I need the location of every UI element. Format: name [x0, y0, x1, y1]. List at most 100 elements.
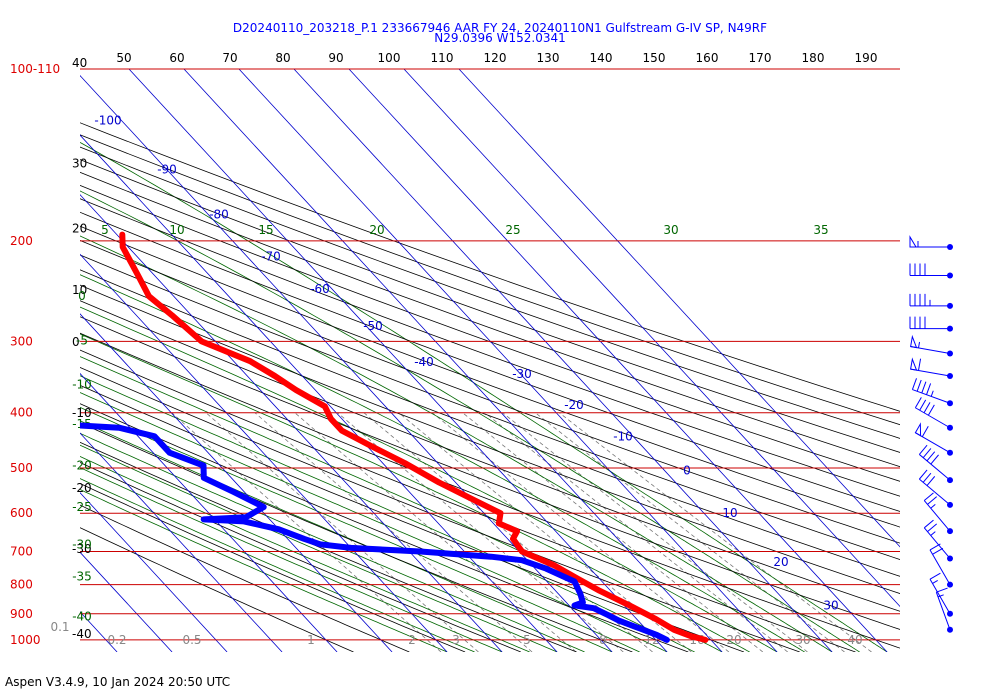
mixing-ratio-label: 40 [847, 633, 862, 647]
mixing-ratio-label: 0.2 [107, 633, 126, 647]
top-scale-label: 160 [696, 51, 719, 65]
top-scale-label: 70 [222, 51, 237, 65]
mixing-ratio-label: 8 [599, 633, 607, 647]
dry-adiabat-line [80, 134, 900, 426]
moist-adiabat-line [80, 478, 475, 652]
sounding-profiles [80, 231, 709, 643]
isotherm-line [80, 432, 283, 652]
top-scale-label: 120 [484, 51, 507, 65]
wind-barb [909, 316, 953, 332]
moist-adiabat-line [80, 420, 613, 652]
isotherms [0, 69, 900, 652]
wind-barb-half [932, 580, 938, 584]
height-label: -30 [72, 542, 92, 556]
moist-adiabat-label: 5 [101, 223, 109, 237]
wind-barb-full [926, 476, 936, 486]
isotherm-line [348, 69, 888, 652]
isotherm-line [80, 551, 173, 652]
dry-adiabat-line [80, 300, 900, 612]
dry-adiabat-line [80, 441, 577, 652]
mixing-ratio-line [171, 412, 442, 652]
dry-adiabat-line [80, 527, 354, 652]
isotherm-label: -100 [94, 113, 121, 127]
mixing-ratio-line [558, 412, 872, 652]
dry-adiabat-line [80, 332, 900, 649]
pressure-label: 100-110 [10, 62, 60, 76]
wind-barb-full [919, 399, 927, 411]
mixing-ratio-line [363, 412, 653, 652]
isotherm-line [128, 69, 668, 652]
dry-adiabat-line [80, 384, 745, 652]
wind-barb-staff [915, 432, 951, 454]
isotherm-line [0, 69, 62, 652]
isotherm-line [80, 134, 558, 652]
moist-adiabat-label: -20 [72, 459, 92, 473]
mixing-ratio-label: 1 [307, 633, 315, 647]
wind-barb-full [927, 404, 935, 416]
height-label: 40 [72, 56, 87, 70]
height-label: -10 [72, 406, 92, 420]
moist-adiabat-label: -35 [72, 570, 92, 584]
top-scale-label: 130 [537, 51, 560, 65]
isotherm-label: -80 [209, 208, 229, 222]
height-label: 10 [72, 283, 87, 297]
wind-barb-half [930, 531, 936, 536]
wind-barb-staff [919, 454, 951, 481]
moist-adiabat-line [80, 489, 448, 652]
mixing-ratio-label: 30 [795, 633, 810, 647]
moist-adiabat-line [80, 141, 888, 652]
wind-barb [935, 587, 953, 633]
dry-adiabat-line [80, 349, 856, 652]
wind-barb-half [930, 390, 934, 397]
wind-barb [909, 235, 953, 250]
wind-barb-full [927, 523, 938, 533]
isotherm-label: 30 [823, 598, 838, 612]
isobars [80, 68, 900, 641]
wind-barb-full [936, 587, 948, 593]
wind-barb [909, 293, 953, 309]
isotherm-label: -90 [157, 163, 177, 177]
pressure-label: 300 [10, 334, 33, 348]
moist-adiabat-line [80, 392, 668, 652]
isotherm-label: -60 [310, 282, 330, 296]
wind-barb-full [921, 381, 927, 394]
mixing-ratio-line [432, 412, 730, 652]
isotherm-label: -50 [363, 319, 383, 333]
wind-barb-full [923, 402, 931, 413]
top-scale-label: 140 [590, 51, 613, 65]
dry-adiabats [80, 122, 900, 652]
wind-barb-full [916, 379, 922, 392]
mixing-ratio-line [462, 412, 764, 652]
moist-adiabat-line [80, 444, 558, 652]
pressure-label: 900 [10, 607, 33, 621]
isotherm-label: 0 [683, 464, 691, 478]
footer-version-text: Aspen V3.4.9, 10 Jan 2024 20:50 UTC [5, 675, 231, 689]
dry-adiabat-line [80, 366, 800, 652]
wind-barb-full [932, 547, 944, 555]
moist-adiabat-label: -25 [72, 500, 92, 514]
wind-barb-full [914, 397, 922, 408]
moist-adiabat-line [80, 456, 530, 652]
top-scale-label: 90 [328, 51, 343, 65]
dry-adiabat-line [80, 504, 410, 652]
dry-adiabat-line [80, 269, 900, 577]
wind-barb [909, 263, 953, 279]
pressure-label: 500 [10, 461, 33, 475]
isotherm-label: -30 [512, 367, 532, 381]
top-scale-label: 100 [378, 51, 401, 65]
isotherm-label: -10 [613, 429, 633, 443]
pressure-label: 800 [10, 578, 33, 592]
dry-adiabat-line [80, 254, 900, 560]
mixing-ratio-line [294, 412, 577, 652]
isotherm-line [80, 492, 228, 652]
dry-adiabat-line [80, 316, 900, 630]
sounding-location: N29.0396 W152.0341 [434, 31, 566, 45]
mixing-ratio-line [502, 412, 808, 652]
wind-barb-pennant [910, 357, 918, 371]
wind-barb-staff [910, 368, 951, 377]
isotherm-label: -40 [414, 355, 434, 369]
isotherm-label: -70 [261, 249, 281, 263]
top-scale-label: 150 [643, 51, 666, 65]
moist-adiabat-label: -10 [72, 378, 92, 392]
